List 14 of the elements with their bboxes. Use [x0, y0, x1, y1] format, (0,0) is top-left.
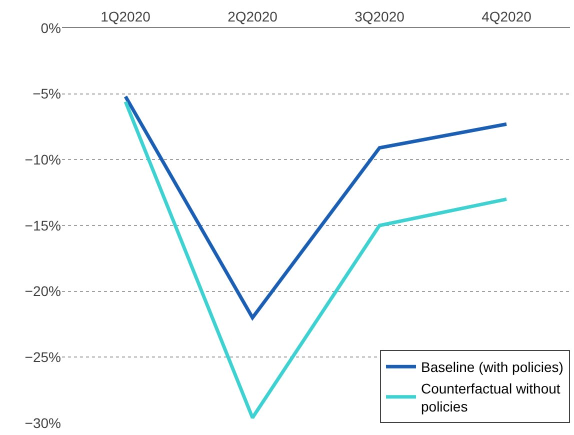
x-tick-label: 1Q2020 — [100, 8, 151, 24]
legend-label: Counterfactual without policies — [421, 380, 560, 414]
x-tick-label: 3Q2020 — [354, 8, 405, 24]
y-tick-label: −15% — [24, 217, 61, 234]
y-tick-label: −25% — [24, 349, 61, 366]
y-tick-label: −5% — [32, 86, 61, 102]
legend-label: Baseline (with policies) — [421, 359, 564, 376]
line-series — [124, 94, 508, 320]
y-tick-label: −20% — [24, 283, 61, 300]
y-tick-label: −30% — [24, 414, 61, 431]
x-tick-label: 4Q2020 — [482, 8, 532, 24]
y-tick-label: −10% — [24, 152, 61, 168]
y-tick-label: 0% — [40, 20, 61, 36]
x-tick-label: 2Q2020 — [228, 8, 278, 24]
